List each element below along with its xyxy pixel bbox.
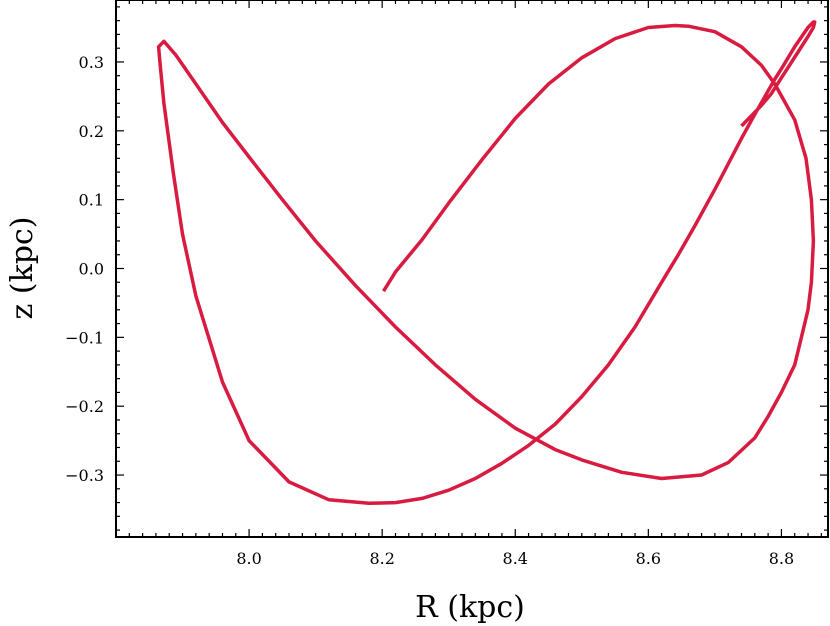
plot-frame — [115, 0, 829, 538]
x-tick-label: 8.0 — [236, 549, 261, 568]
x-tick-label: 8.8 — [769, 549, 794, 568]
y-tick-label: −0.3 — [65, 466, 104, 485]
axis-tick-labels: 8.0 8.2 8.4 8.6 8.8 −0.3 −0.2 −0.1 0.0 0.1 0.2 0.3 — [65, 53, 794, 568]
y-tick-label: 0.2 — [79, 122, 104, 141]
y-tick-label: 0.1 — [79, 191, 104, 210]
x-tick-label: 8.4 — [503, 549, 528, 568]
y-tick-label: −0.1 — [65, 328, 104, 347]
y-axis-label: z (kpc) — [5, 217, 40, 320]
y-tick-label: −0.2 — [65, 397, 104, 416]
x-axis-label: R (kpc) — [415, 590, 525, 625]
y-tick-label: 0.0 — [79, 260, 104, 279]
axis-ticks — [115, 0, 828, 537]
orbit-series-line — [156, 20, 817, 506]
y-tick-label: 0.3 — [79, 53, 104, 72]
x-tick-label: 8.2 — [369, 549, 394, 568]
x-tick-label: 8.6 — [636, 549, 661, 568]
